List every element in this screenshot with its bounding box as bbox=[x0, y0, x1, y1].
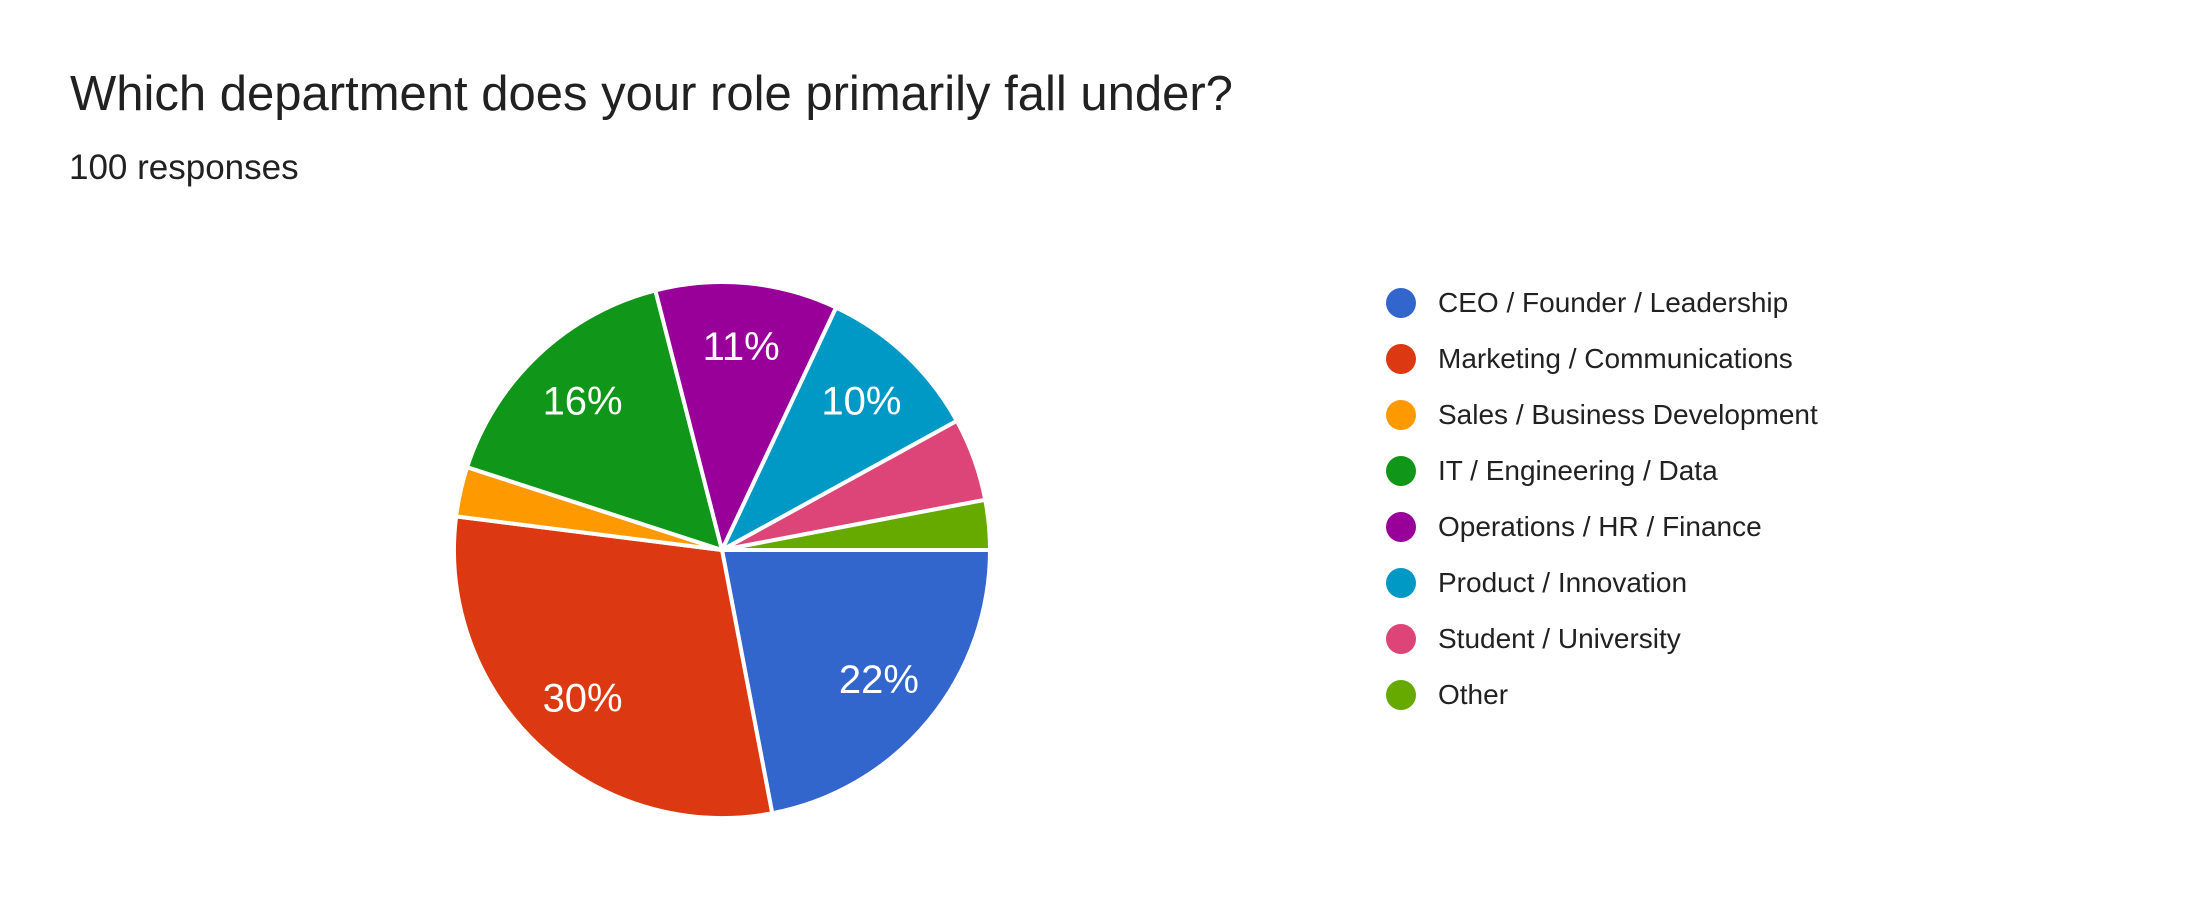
legend-item: Sales / Business Development bbox=[1386, 399, 1818, 430]
legend-item: Product / Innovation bbox=[1386, 567, 1818, 598]
slice-percent-label: 16% bbox=[543, 380, 623, 424]
legend-label: Sales / Business Development bbox=[1438, 399, 1818, 430]
legend-swatch bbox=[1386, 456, 1416, 486]
pie-slice[interactable] bbox=[452, 514, 775, 820]
legend-swatch bbox=[1386, 400, 1416, 430]
legend-swatch bbox=[1386, 512, 1416, 542]
pie-slice[interactable] bbox=[653, 280, 839, 552]
slice-percent-label: 22% bbox=[839, 658, 919, 702]
pie-slice[interactable] bbox=[720, 497, 992, 552]
legend-swatch bbox=[1386, 344, 1416, 374]
response-count: 100 responses bbox=[69, 148, 299, 187]
legend-swatch bbox=[1386, 568, 1416, 598]
legend-label: Other bbox=[1438, 679, 1509, 710]
legend-swatch bbox=[1386, 680, 1416, 710]
question-title: Which department does your role primaril… bbox=[70, 67, 1233, 121]
legend-label: Student / University bbox=[1438, 623, 1681, 654]
legend-item: CEO / Founder / Leadership bbox=[1386, 287, 1818, 318]
legend: CEO / Founder / Leadership Marketing / C… bbox=[1386, 287, 1818, 736]
legend-label: Operations / HR / Finance bbox=[1438, 511, 1762, 542]
legend-swatch bbox=[1386, 288, 1416, 318]
legend-label: IT / Engineering / Data bbox=[1438, 455, 1718, 486]
legend-swatch bbox=[1386, 624, 1416, 654]
legend-label: CEO / Founder / Leadership bbox=[1438, 287, 1789, 318]
legend-label: Marketing / Communications bbox=[1438, 343, 1793, 374]
legend-item: Student / University bbox=[1386, 623, 1818, 654]
legend-item: IT / Engineering / Data bbox=[1386, 455, 1818, 486]
legend-label: Product / Innovation bbox=[1438, 567, 1688, 598]
pie-slice[interactable] bbox=[465, 288, 724, 552]
pie-slice[interactable] bbox=[720, 548, 992, 816]
legend-item: Other bbox=[1386, 679, 1818, 710]
legend-item: Operations / HR / Finance bbox=[1386, 511, 1818, 542]
pie-chart: 22% 30% 16% 11% 10% bbox=[452, 280, 992, 820]
slice-percent-label: 11% bbox=[703, 325, 780, 369]
legend-item: Marketing / Communications bbox=[1386, 343, 1818, 374]
pie-slice[interactable] bbox=[720, 305, 959, 552]
slice-percent-label: 10% bbox=[821, 380, 901, 424]
slice-percent-label: 30% bbox=[543, 677, 623, 721]
